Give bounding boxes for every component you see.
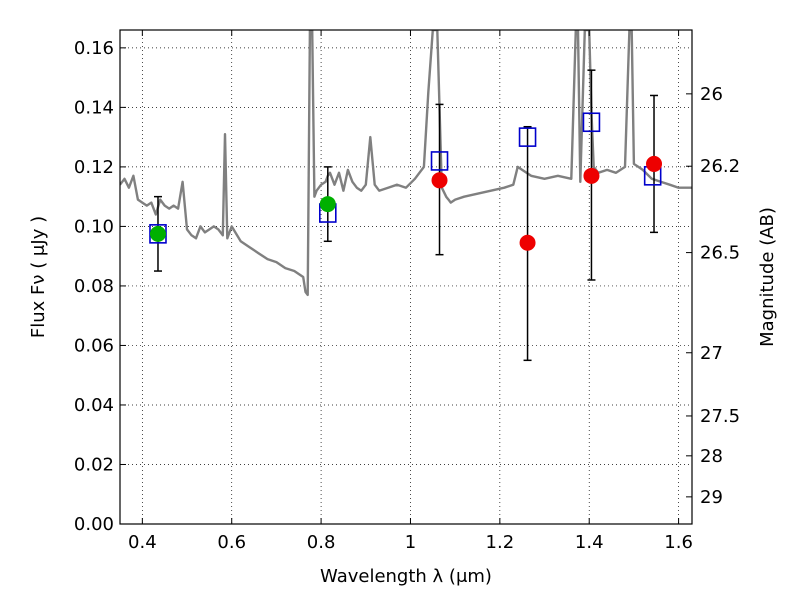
model-square-marker [430, 151, 449, 171]
mag-tick-label: 29 [700, 487, 723, 508]
x-tick-label: 0.6 [217, 532, 246, 553]
y-axis-title-left: Flux Fν ( μJy ) [28, 216, 49, 338]
mag-tick-label: 26.2 [700, 156, 740, 177]
observed-flux-point [583, 167, 600, 184]
model-square-marker [582, 112, 601, 133]
axis-ticks: 0.4 0.6 0.8 1 1.2 1.4 1.6 0.00 0.02 0.04 0.06 0.08 0… [74, 30, 740, 553]
y-tick-label: 0.04 [74, 395, 114, 416]
x-tick-label: 1 [405, 532, 416, 553]
plot-area [120, 30, 692, 362]
mag-tick-label: 28 [700, 446, 723, 467]
plot-background [120, 30, 692, 524]
x-axis-title: Wavelength λ (μm) [320, 566, 492, 587]
x-tick-label: 0.8 [307, 532, 336, 553]
x-tick-label: 1.6 [664, 532, 693, 553]
model-square-marker [518, 127, 537, 147]
y-tick-label: 0.02 [74, 454, 114, 475]
y-tick-label: 0.00 [74, 514, 114, 535]
spectrum-line [120, 30, 692, 297]
observed-flux-point [319, 196, 336, 213]
x-tick-label: 0.4 [128, 532, 157, 553]
y-axis-title-right: Magnitude (AB) [757, 207, 778, 347]
x-tick-label: 1.4 [575, 532, 604, 553]
mag-tick-label: 27 [700, 343, 723, 364]
mag-tick-label: 26 [700, 84, 723, 105]
y-tick-label: 0.16 [74, 38, 114, 59]
y-tick-label: 0.12 [74, 157, 114, 178]
x-tick-label: 1.2 [486, 532, 515, 553]
y-tick-label: 0.06 [74, 335, 114, 356]
observed-flux-point [149, 225, 166, 242]
mag-tick-label: 26.5 [700, 243, 740, 264]
y-tick-label: 0.14 [74, 97, 114, 118]
mag-tick-label: 27.5 [700, 406, 740, 427]
y-tick-label: 0.08 [74, 276, 114, 297]
y-tick-label: 0.10 [74, 216, 114, 237]
observed-flux-point [431, 172, 448, 189]
observed-flux-point [519, 234, 536, 251]
plot-frame [119, 29, 693, 525]
observed-flux-point [646, 155, 663, 172]
